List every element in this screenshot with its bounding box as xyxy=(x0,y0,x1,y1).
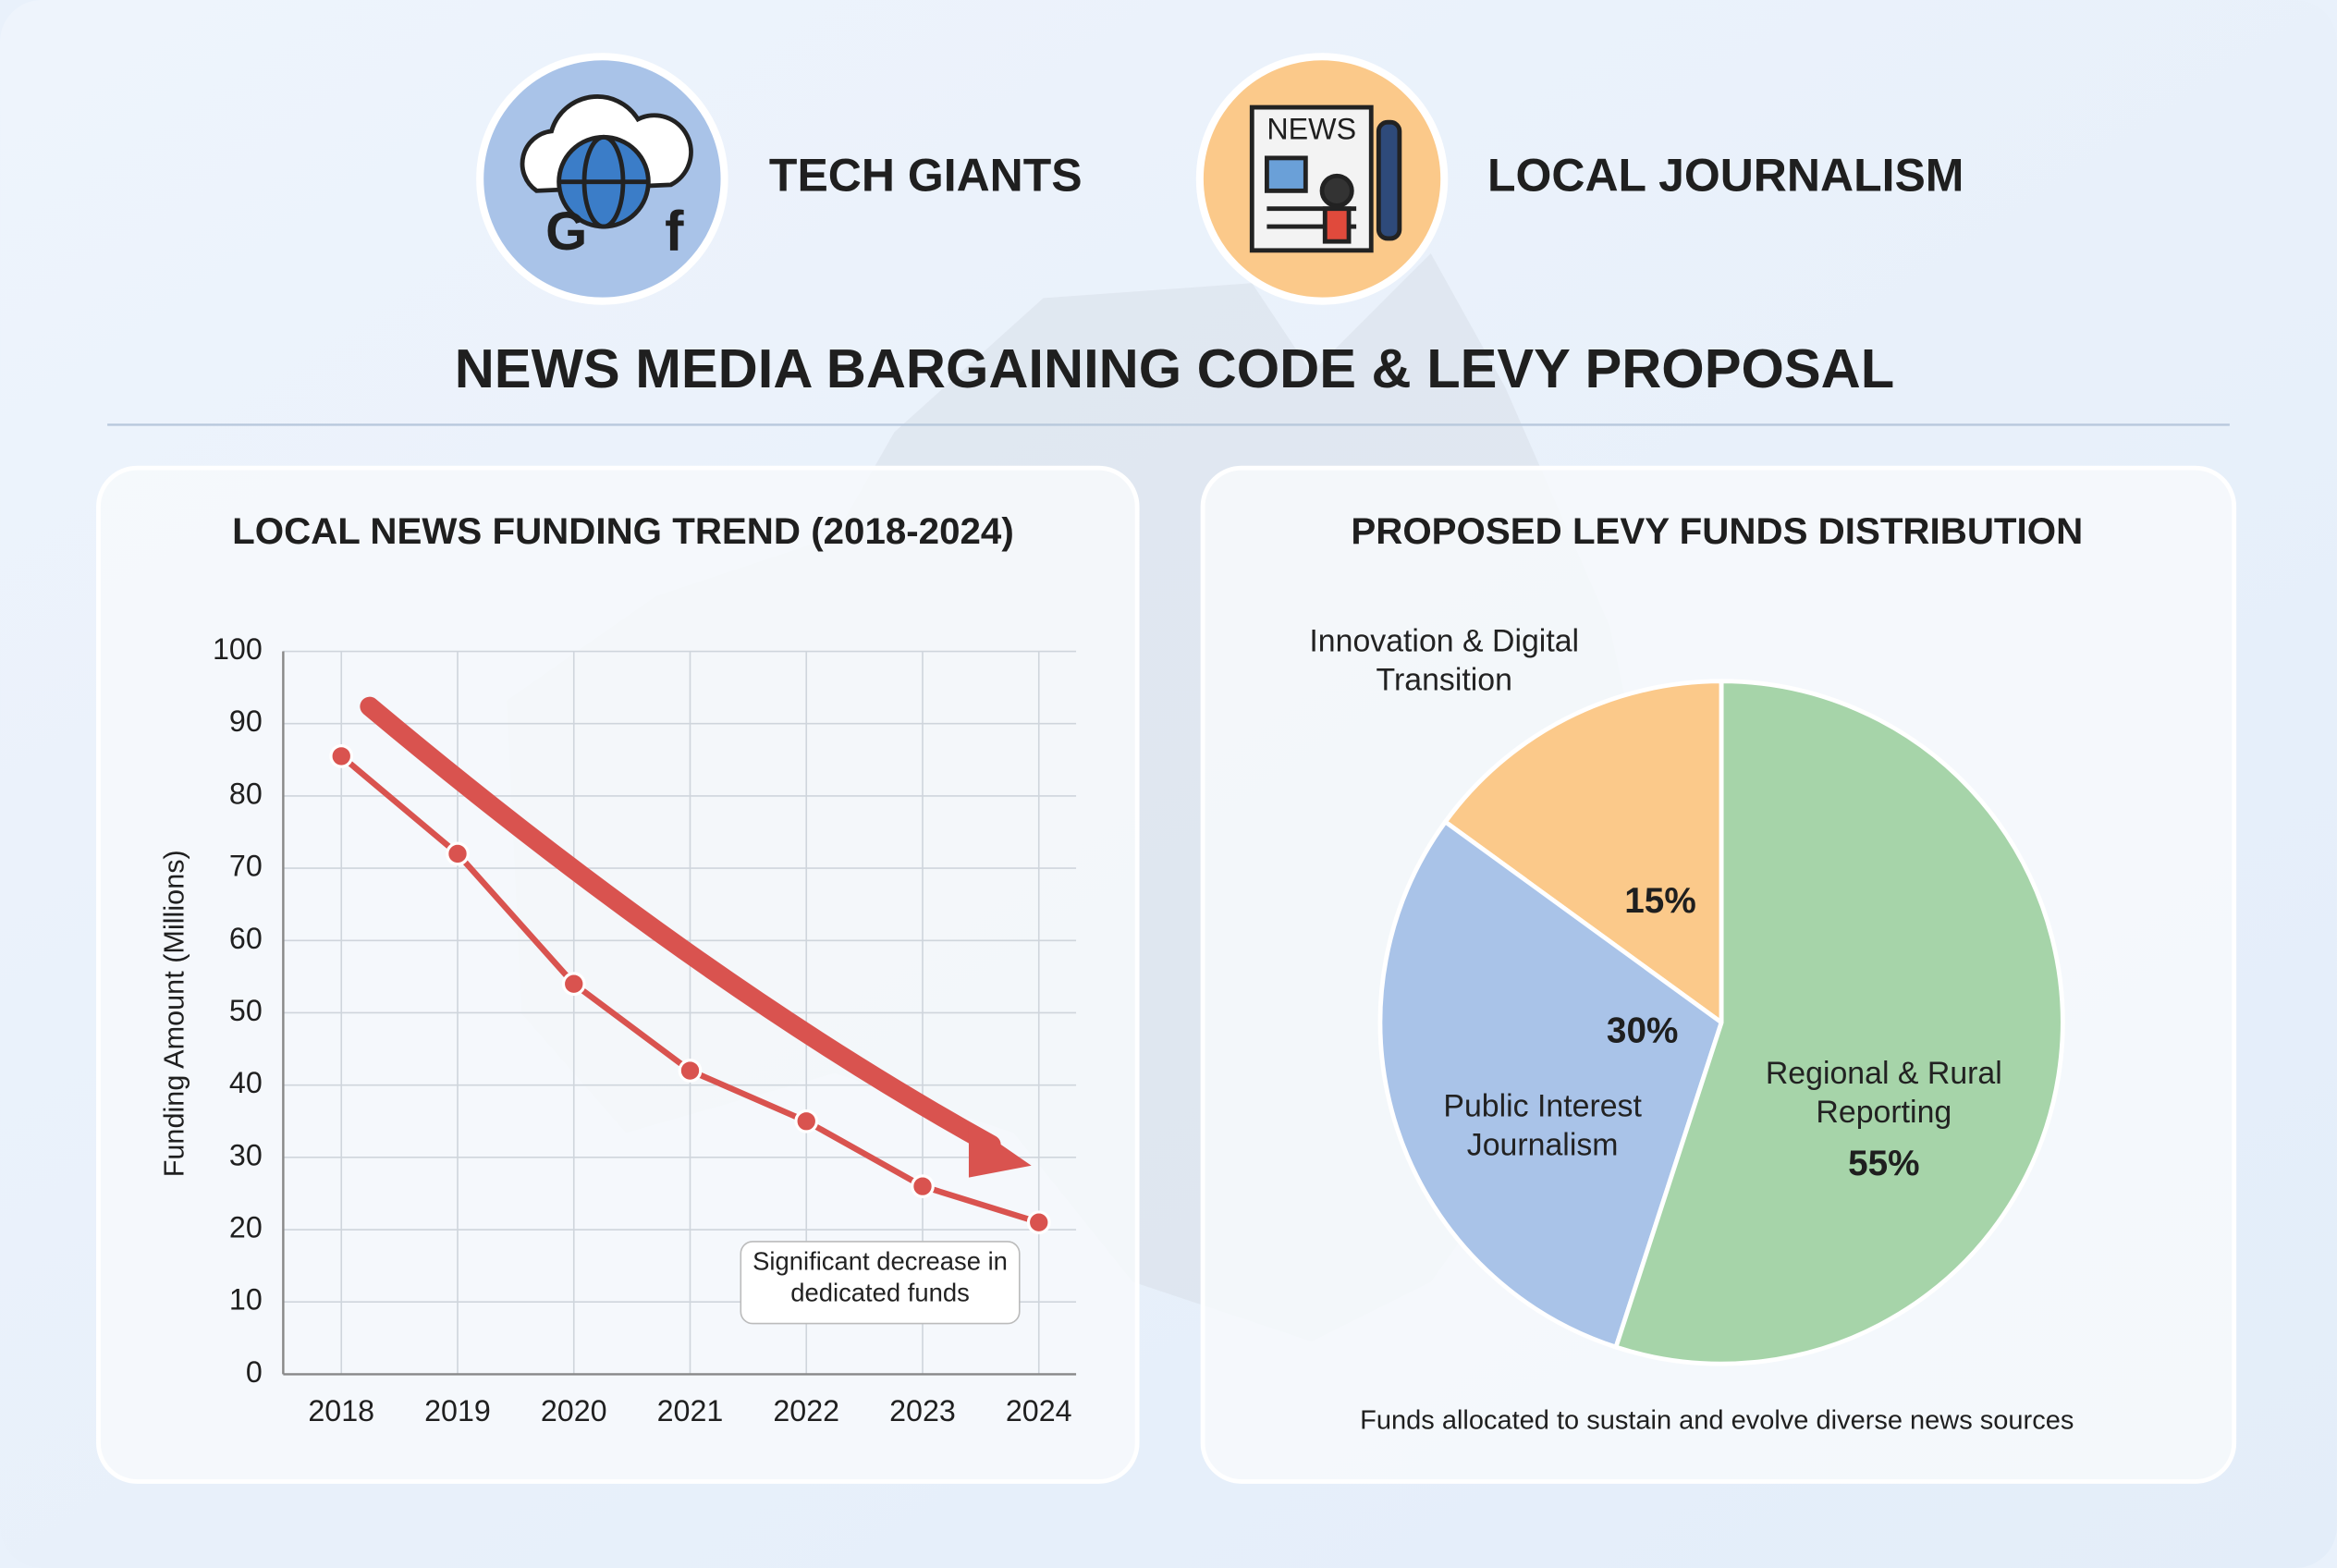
pie-slice xyxy=(1612,679,2065,1366)
journalism-icon: NEWS xyxy=(1249,104,1402,253)
y-tick-label: 10 xyxy=(229,1283,263,1317)
data-point xyxy=(1026,1210,1051,1235)
pie-chart: PROPOSED LEVY FUNDS DISTRIBUTION Innovati… xyxy=(1309,510,2083,1436)
svg-text:f: f xyxy=(665,200,684,263)
caption: Funds allocated to sustain and evolve di… xyxy=(1360,1406,2074,1436)
x-tick-label: 2019 xyxy=(424,1394,491,1427)
x-tick-label: 2020 xyxy=(541,1394,607,1427)
slice-value: 30% xyxy=(1607,1011,1678,1050)
data-point xyxy=(794,1109,819,1133)
slice-value: 55% xyxy=(1848,1144,1919,1183)
x-tick-label: 2022 xyxy=(773,1394,839,1427)
trend-arrowhead xyxy=(968,1121,1032,1178)
svg-text:NEWS: NEWS xyxy=(1266,112,1356,145)
y-tick-label: 0 xyxy=(246,1355,263,1389)
panel xyxy=(96,465,1140,1484)
y-axis-label: Funding Amount (Millions) xyxy=(158,850,190,1177)
data-point xyxy=(446,841,470,866)
y-tick-label: 100 xyxy=(213,632,263,666)
annotation: Significant decrease in dedicated funds xyxy=(752,1247,1008,1308)
slice-label: Innovation & Digital Transition xyxy=(1309,624,1580,698)
slice-value: 15% xyxy=(1624,881,1695,921)
tech-icon: G f xyxy=(520,94,693,263)
slice-label: Public Interest Journalism xyxy=(1443,1089,1642,1163)
y-tick-label: 60 xyxy=(229,922,263,955)
y-tick-label: 50 xyxy=(229,994,263,1027)
y-tick-label: 40 xyxy=(229,1066,263,1099)
line-chart: LOCAL NEWS FUNDING TREND (2018-2024) Fund… xyxy=(158,510,1077,1427)
data-point xyxy=(911,1174,935,1199)
slice-label: Regional & Rural Reporting xyxy=(1765,1057,2002,1131)
chart-title: LOCAL NEWS FUNDING TREND (2018-2024) xyxy=(232,510,1014,552)
data-point xyxy=(561,972,586,997)
slice-label: Regional & Rural Reporting xyxy=(1765,1057,2002,1131)
svg-text:G: G xyxy=(545,202,587,262)
slice-label: Public Interest Journalism xyxy=(1443,1089,1642,1163)
right-label: LOCAL JOURNALISM xyxy=(1487,150,1964,202)
annotation: Significant decrease in dedicated funds xyxy=(752,1247,1008,1308)
y-tick-label: 80 xyxy=(229,777,263,810)
slice-label: Innovation & Digital Transition xyxy=(1309,624,1580,698)
y-tick-label: 90 xyxy=(229,704,263,738)
y-tick-label: 30 xyxy=(229,1138,263,1171)
chart-title: PROPOSED LEVY FUNDS DISTRIBUTION xyxy=(1351,510,2083,552)
x-tick-label: 2024 xyxy=(1006,1394,1072,1427)
x-tick-label: 2018 xyxy=(308,1394,374,1427)
y-tick-label: 20 xyxy=(229,1211,263,1244)
trend-arrow xyxy=(360,696,1001,1155)
pie-slice xyxy=(1442,679,1724,1027)
data-point xyxy=(678,1059,703,1083)
data-point xyxy=(329,743,354,768)
main-title: NEWS MEDIA BARGAINING CODE & LEVY PROPOS… xyxy=(455,337,1894,399)
annotation-box xyxy=(740,1241,1021,1325)
y-tick-label: 70 xyxy=(229,850,263,883)
pie-slice xyxy=(1377,818,1724,1351)
x-tick-label: 2021 xyxy=(657,1394,724,1427)
left-label: TECH GIANTS xyxy=(769,150,1083,202)
x-tick-label: 2023 xyxy=(889,1394,956,1427)
